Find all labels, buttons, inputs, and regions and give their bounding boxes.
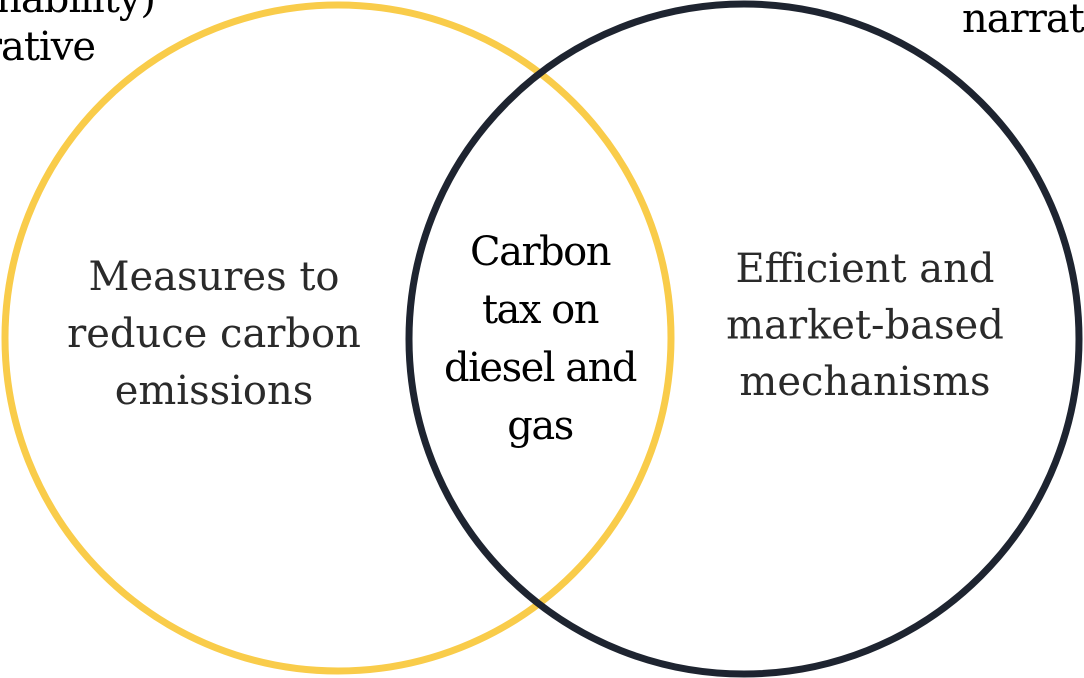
right-set-label: mechanisms — [739, 359, 990, 405]
left-set-label: reduce carbon — [67, 311, 361, 357]
left-circle — [1, 1, 675, 675]
right-set-label: market-based — [726, 303, 1004, 349]
edge-label: narrati — [962, 0, 1084, 42]
labels: nability)rative narrati Measures to reduce … — [0, 0, 1084, 449]
overlap-set-label: diesel and — [444, 345, 637, 391]
overlap-set-label: tax on — [482, 287, 599, 333]
right-circle — [405, 0, 1083, 678]
overlap-set-label: Carbon — [470, 229, 611, 275]
edge-label: rative — [0, 24, 95, 70]
edge-label: nability) — [0, 0, 155, 22]
overlap-set-label: gas — [507, 403, 572, 449]
left-set-label: emissions — [115, 368, 314, 414]
right-set-label: Efficient and — [735, 246, 994, 292]
left-set-label: Measures to — [89, 254, 340, 300]
